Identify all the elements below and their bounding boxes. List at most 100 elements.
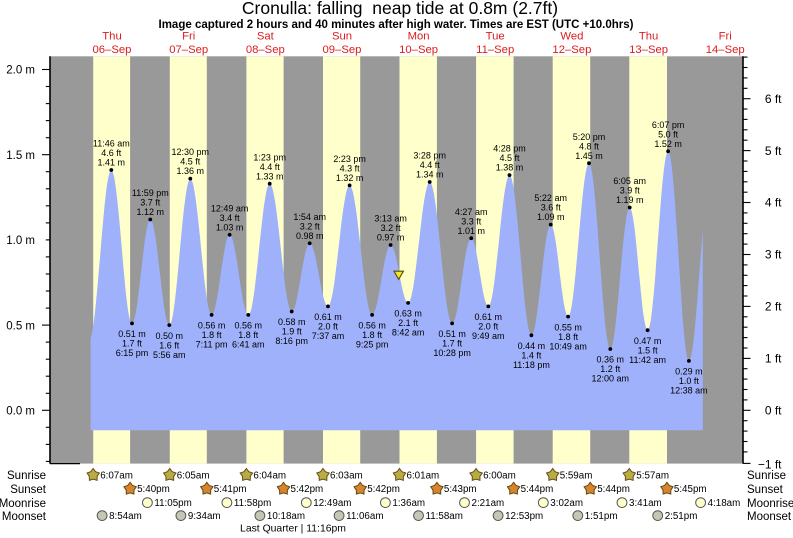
svg-text:12:53pm: 12:53pm bbox=[505, 511, 543, 522]
svg-text:4.5 ft: 4.5 ft bbox=[499, 153, 520, 163]
svg-text:6:00am: 6:00am bbox=[483, 470, 516, 481]
svg-text:Fri: Fri bbox=[719, 31, 732, 43]
svg-text:6:03am: 6:03am bbox=[330, 470, 363, 481]
svg-text:13–Sep: 13–Sep bbox=[629, 44, 668, 56]
svg-text:1.32 m: 1.32 m bbox=[336, 173, 364, 183]
svg-text:Moonrise: Moonrise bbox=[747, 498, 793, 510]
svg-text:5:42pm: 5:42pm bbox=[291, 484, 324, 495]
svg-text:11–Sep: 11–Sep bbox=[476, 44, 514, 56]
svg-text:9:25 pm: 9:25 pm bbox=[356, 340, 389, 350]
svg-text:1.09 m: 1.09 m bbox=[537, 212, 565, 222]
svg-text:5:22 am: 5:22 am bbox=[534, 193, 567, 203]
svg-text:5:45pm: 5:45pm bbox=[674, 484, 707, 495]
svg-text:1.19 m: 1.19 m bbox=[616, 195, 644, 205]
svg-text:1.8 ft: 1.8 ft bbox=[558, 332, 579, 342]
svg-text:3:02am: 3:02am bbox=[550, 498, 583, 509]
svg-text:5:44pm: 5:44pm bbox=[521, 484, 554, 495]
svg-text:2.0 m: 2.0 m bbox=[6, 65, 35, 77]
svg-text:12:49am: 12:49am bbox=[313, 498, 351, 509]
svg-text:−1 ft: −1 ft bbox=[758, 457, 782, 471]
svg-text:2:21am: 2:21am bbox=[472, 498, 505, 509]
svg-text:4.3 ft: 4.3 ft bbox=[340, 164, 361, 174]
svg-text:3:13 am: 3:13 am bbox=[374, 214, 407, 224]
svg-text:Sunrise: Sunrise bbox=[747, 470, 786, 482]
svg-text:4 ft: 4 ft bbox=[765, 196, 782, 210]
svg-text:0.61 m: 0.61 m bbox=[475, 312, 503, 322]
svg-text:0.97 m: 0.97 m bbox=[377, 233, 405, 243]
svg-text:4.6 ft: 4.6 ft bbox=[101, 148, 122, 158]
svg-text:1.9 ft: 1.9 ft bbox=[282, 327, 303, 337]
svg-text:1:23 pm: 1:23 pm bbox=[253, 152, 286, 162]
svg-text:1.0 ft: 1.0 ft bbox=[679, 376, 700, 386]
svg-text:1.03 m: 1.03 m bbox=[216, 222, 244, 232]
svg-text:1.7 ft: 1.7 ft bbox=[122, 339, 143, 349]
svg-text:Sun: Sun bbox=[332, 31, 352, 43]
svg-text:1:36am: 1:36am bbox=[392, 498, 425, 509]
svg-text:4:28 pm: 4:28 pm bbox=[493, 144, 526, 154]
svg-text:Moonrise: Moonrise bbox=[0, 498, 46, 510]
svg-text:1.8 ft: 1.8 ft bbox=[362, 330, 383, 340]
svg-text:0.47 m: 0.47 m bbox=[634, 336, 662, 346]
svg-text:1.8 ft: 1.8 ft bbox=[238, 330, 259, 340]
svg-text:6:41 am: 6:41 am bbox=[232, 340, 265, 350]
svg-text:3.3 ft: 3.3 ft bbox=[461, 216, 482, 226]
svg-text:4.8 ft: 4.8 ft bbox=[579, 141, 600, 151]
svg-text:4:27 am: 4:27 am bbox=[455, 207, 488, 217]
svg-text:Sat: Sat bbox=[257, 31, 275, 43]
svg-text:0.55 m: 0.55 m bbox=[554, 322, 582, 332]
svg-text:3.9 ft: 3.9 ft bbox=[620, 186, 641, 196]
svg-text:3.6 ft: 3.6 ft bbox=[541, 203, 562, 213]
svg-text:1.5 m: 1.5 m bbox=[6, 150, 35, 162]
svg-text:0.98 m: 0.98 m bbox=[296, 231, 324, 241]
svg-text:07–Sep: 07–Sep bbox=[169, 44, 208, 56]
svg-text:5:40pm: 5:40pm bbox=[137, 484, 170, 495]
svg-text:0.50 m: 0.50 m bbox=[156, 331, 184, 341]
svg-text:11:05pm: 11:05pm bbox=[154, 498, 191, 509]
svg-text:Last Quarter | 11:16pm: Last Quarter | 11:16pm bbox=[240, 524, 346, 535]
svg-text:11:58am: 11:58am bbox=[426, 511, 463, 522]
svg-text:5:41pm: 5:41pm bbox=[214, 484, 247, 495]
svg-text:0.36 m: 0.36 m bbox=[597, 355, 625, 365]
svg-text:6:07 pm: 6:07 pm bbox=[652, 120, 685, 130]
svg-text:5:44pm: 5:44pm bbox=[597, 484, 630, 495]
svg-text:1.38 m: 1.38 m bbox=[496, 163, 524, 173]
svg-text:2.0 ft: 2.0 ft bbox=[318, 322, 339, 332]
svg-text:0.61 m: 0.61 m bbox=[314, 312, 342, 322]
svg-text:11:06am: 11:06am bbox=[346, 511, 383, 522]
svg-text:0.5 m: 0.5 m bbox=[6, 320, 35, 332]
svg-text:Image captured 2 hours and 40: Image captured 2 hours and 40 minutes af… bbox=[159, 19, 634, 31]
svg-text:5:56 am: 5:56 am bbox=[153, 350, 186, 360]
svg-text:0 ft: 0 ft bbox=[765, 404, 782, 418]
svg-text:2 ft: 2 ft bbox=[765, 300, 782, 314]
svg-text:12–Sep: 12–Sep bbox=[552, 44, 591, 56]
svg-text:10:18am: 10:18am bbox=[267, 511, 305, 522]
svg-text:Moonset: Moonset bbox=[2, 511, 47, 523]
svg-text:1.4 ft: 1.4 ft bbox=[521, 351, 542, 361]
svg-text:1:51pm: 1:51pm bbox=[585, 511, 618, 522]
svg-text:3.4 ft: 3.4 ft bbox=[220, 213, 241, 223]
svg-text:5 ft: 5 ft bbox=[765, 144, 782, 158]
svg-text:4:18am: 4:18am bbox=[708, 498, 741, 509]
svg-text:1.8 ft: 1.8 ft bbox=[202, 330, 223, 340]
svg-text:0.56 m: 0.56 m bbox=[358, 321, 386, 331]
svg-text:5:59am: 5:59am bbox=[560, 470, 593, 481]
svg-text:Thu: Thu bbox=[639, 31, 658, 43]
svg-text:14–Sep: 14–Sep bbox=[706, 44, 745, 56]
svg-text:0.56 m: 0.56 m bbox=[235, 321, 263, 331]
svg-text:5.0 ft: 5.0 ft bbox=[658, 129, 679, 139]
svg-text:6:05 am: 6:05 am bbox=[613, 176, 646, 186]
svg-text:1 ft: 1 ft bbox=[765, 352, 782, 366]
svg-text:0.0 m: 0.0 m bbox=[6, 406, 35, 418]
svg-text:12:30 pm: 12:30 pm bbox=[172, 147, 210, 157]
svg-text:6:04am: 6:04am bbox=[253, 470, 286, 481]
svg-text:1.5 ft: 1.5 ft bbox=[638, 345, 659, 355]
svg-text:1.41 m: 1.41 m bbox=[98, 158, 126, 168]
svg-text:6 ft: 6 ft bbox=[765, 92, 782, 106]
svg-text:0.51 m: 0.51 m bbox=[438, 329, 466, 339]
svg-text:1.36 m: 1.36 m bbox=[177, 166, 205, 176]
svg-text:8:16 pm: 8:16 pm bbox=[275, 336, 308, 346]
svg-text:Wed: Wed bbox=[560, 31, 583, 43]
svg-text:11:58pm: 11:58pm bbox=[234, 498, 271, 509]
svg-text:1:54 am: 1:54 am bbox=[293, 212, 326, 222]
svg-text:5:42pm: 5:42pm bbox=[367, 484, 400, 495]
